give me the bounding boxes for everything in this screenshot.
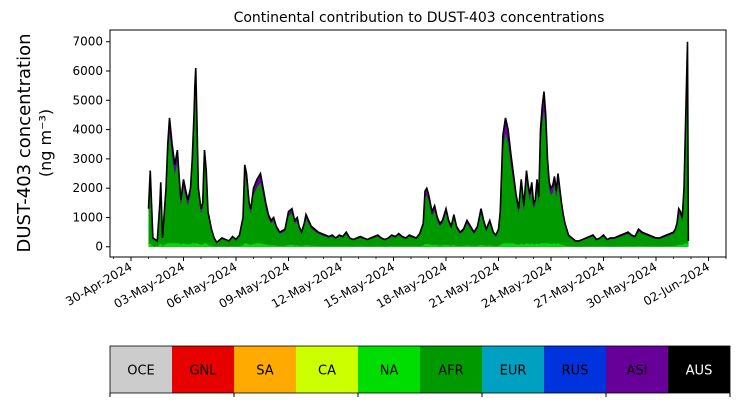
plot-area xyxy=(109,29,727,258)
legend-swatch-asi xyxy=(606,346,668,393)
legend-colorbar: OCE GNL SA CA NA AFR EUR RUS ASI AUS xyxy=(109,345,731,397)
legend-swatch-rus xyxy=(544,346,606,393)
y-tick-label: 0 xyxy=(95,240,103,254)
legend-label-asi: ASI xyxy=(627,364,648,379)
y-tick-label: 6000 xyxy=(72,64,103,78)
total-line xyxy=(147,41,690,244)
legend-label-rus: RUS xyxy=(562,364,589,379)
area-na xyxy=(148,243,689,247)
legend-swatch-sa xyxy=(234,346,296,393)
chart-title: Continental contribution to DUST-403 con… xyxy=(234,10,605,26)
legend-label-aus: AUS xyxy=(686,364,713,379)
legend-label-eur: EUR xyxy=(500,364,527,379)
legend-label-na: NA xyxy=(380,364,399,379)
y-axis: 0 1000 2000 3000 4000 5000 6000 7000 xyxy=(72,35,110,254)
legend-label-sa: SA xyxy=(256,364,273,379)
area-layers xyxy=(148,41,689,247)
x-axis: 30-Apr-202403-May-202406-May-202409-May-… xyxy=(63,257,727,311)
legend-label-gnl: GNL xyxy=(189,364,217,379)
plot-frame xyxy=(109,29,727,258)
y-tick-label: 7000 xyxy=(72,35,103,49)
legend-swatch-ca xyxy=(296,346,358,393)
legend-label-oce: OCE xyxy=(127,364,155,379)
legend-swatch-oce xyxy=(110,346,172,393)
y-tick-label: 5000 xyxy=(72,93,103,107)
legend-swatch-afr xyxy=(420,346,482,393)
y-tick-label: 1000 xyxy=(72,210,103,224)
area-asi xyxy=(148,41,689,247)
legend-swatch-aus xyxy=(668,346,730,393)
legend-label-ca: CA xyxy=(318,364,336,379)
y-axis-label-line2: (ng m⁻³) xyxy=(36,109,55,177)
y-tick-label: 3000 xyxy=(72,152,103,166)
area-afr xyxy=(148,66,689,247)
y-axis-label-line1: DUST-403 concentration xyxy=(14,33,35,252)
legend-swatch-eur xyxy=(482,346,544,393)
y-axis-label: DUST-403 concentration (ng m⁻³) xyxy=(14,33,55,252)
legend-swatch-na xyxy=(358,346,420,393)
y-tick-label: 4000 xyxy=(72,123,103,137)
legend-frame xyxy=(109,345,731,394)
legend-swatch-gnl xyxy=(172,346,234,393)
y-tick-label: 2000 xyxy=(72,181,103,195)
legend-label-afr: AFR xyxy=(438,364,463,379)
